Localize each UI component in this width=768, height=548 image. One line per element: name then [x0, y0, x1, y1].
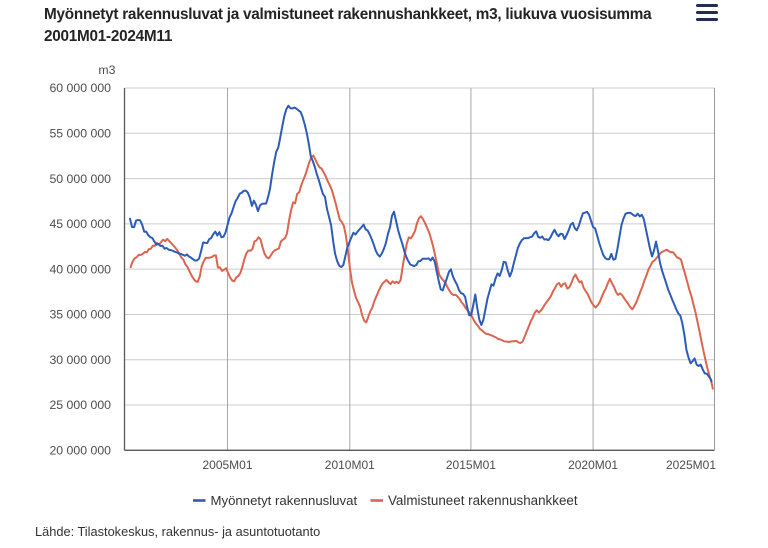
svg-text:25 000 000: 25 000 000 — [49, 398, 111, 412]
svg-text:45 000 000: 45 000 000 — [49, 217, 111, 231]
svg-text:m3: m3 — [98, 63, 115, 77]
svg-text:Myönnetyt rakennusluvat: Myönnetyt rakennusluvat — [211, 493, 358, 508]
svg-text:20 000 000: 20 000 000 — [49, 444, 111, 458]
svg-text:2020M01: 2020M01 — [568, 458, 618, 472]
svg-text:50 000 000: 50 000 000 — [49, 172, 111, 186]
svg-text:40 000 000: 40 000 000 — [49, 262, 111, 276]
svg-text:Valmistuneet rakennushankkeet: Valmistuneet rakennushankkeet — [388, 493, 578, 508]
svg-text:2005M01: 2005M01 — [202, 458, 252, 472]
svg-text:2015M01: 2015M01 — [446, 458, 496, 472]
svg-text:35 000 000: 35 000 000 — [49, 308, 111, 322]
svg-text:2025M01: 2025M01 — [666, 458, 716, 472]
svg-text:30 000 000: 30 000 000 — [49, 353, 111, 367]
svg-text:2010M01: 2010M01 — [325, 458, 375, 472]
svg-text:60 000 000: 60 000 000 — [49, 81, 111, 95]
svg-text:55 000 000: 55 000 000 — [49, 127, 111, 141]
